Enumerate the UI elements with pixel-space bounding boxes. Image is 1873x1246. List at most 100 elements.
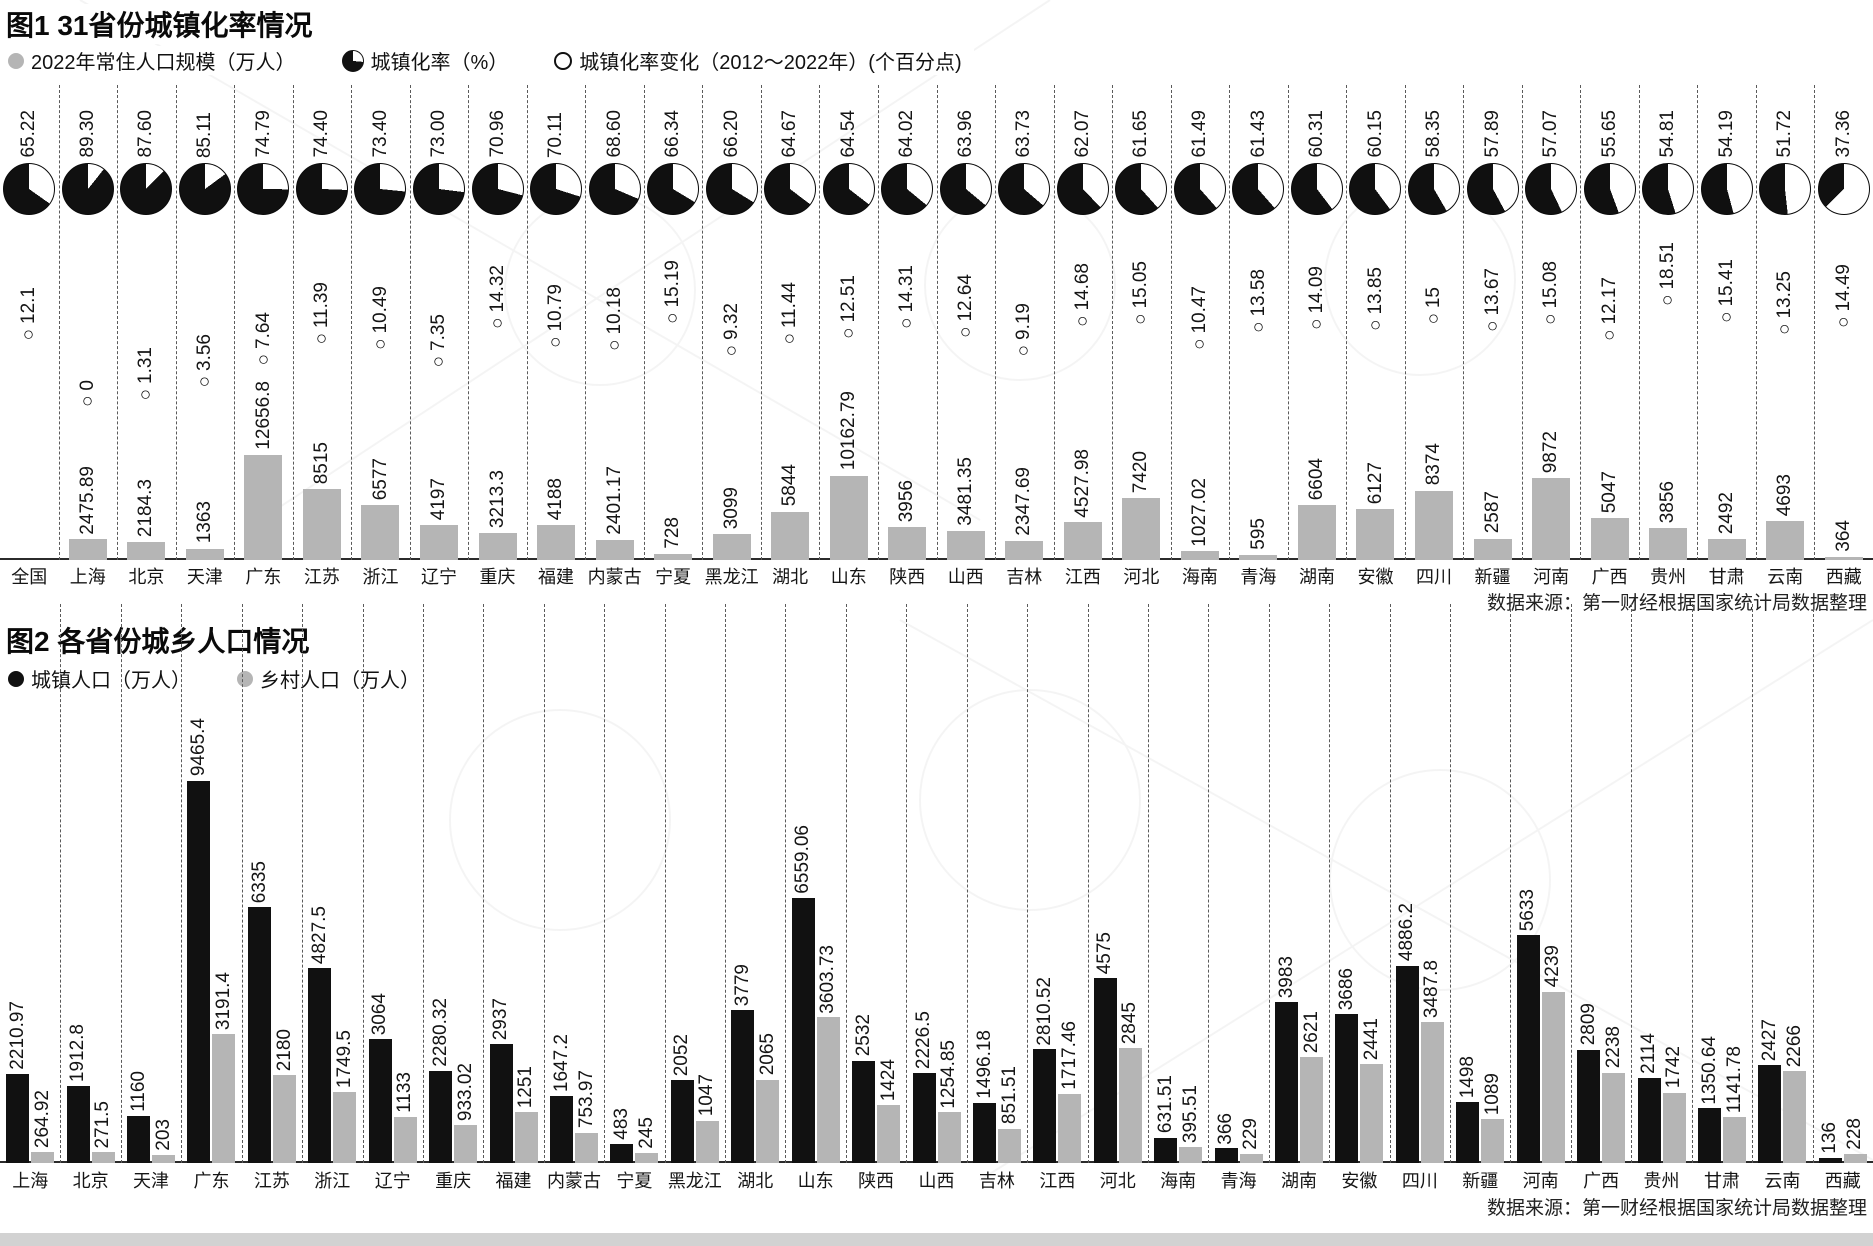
change-marker: ○11.39 (311, 282, 333, 350)
rate-label: 66.20 (720, 110, 742, 158)
rate-label: 74.79 (252, 110, 274, 158)
population-label: 6127 (1364, 461, 1386, 505)
column-separator (1580, 85, 1581, 560)
change-marker: ○15 (1423, 287, 1445, 330)
rural-bar (514, 1112, 538, 1163)
rate-label: 73.40 (369, 110, 391, 158)
province-label: 西藏 (1824, 1171, 1861, 1191)
province-label: 云南 (1767, 567, 1804, 587)
column-separator (1112, 85, 1113, 560)
province-label: 江苏 (303, 567, 340, 587)
column-separator (761, 85, 762, 560)
pie-chart (822, 163, 875, 215)
pie-chart (881, 163, 934, 215)
province-label: 福建 (495, 1171, 532, 1191)
urban-value-label: 631.51 (1154, 1075, 1176, 1134)
column-separator (785, 604, 786, 1163)
province-label: 新疆 (1474, 567, 1511, 587)
population-bar (1063, 522, 1102, 560)
urban-bar (1758, 1064, 1782, 1163)
pie-chart (354, 163, 407, 215)
column-separator (1390, 604, 1391, 1163)
province-label: 甘肃 (1708, 567, 1745, 587)
pie-chart (1173, 163, 1226, 215)
legend-label: 城镇化率变化（2012～2022年）(个百分点) (579, 52, 962, 74)
change-marker: ○15.08 (1540, 260, 1562, 330)
province-label: 内蒙古 (587, 567, 642, 587)
column-separator (1171, 85, 1172, 560)
urban-value-label: 1496.18 (973, 1029, 995, 1099)
pie-chart (178, 163, 231, 215)
pie-chart (1232, 163, 1285, 215)
urban-value-label: 5633 (1517, 889, 1539, 932)
province-label: 河北 (1099, 1171, 1136, 1191)
population-bar (537, 525, 576, 560)
column-separator (121, 604, 122, 1163)
pie-chart (1349, 163, 1402, 215)
province-label: 吉林 (1006, 567, 1043, 587)
change-marker: ○10.49 (369, 285, 391, 355)
population-bar (1356, 509, 1395, 560)
population-label: 595 (1247, 518, 1269, 551)
population-bar (419, 525, 458, 560)
change-marker: ○10.79 (545, 284, 567, 353)
rural-value-label: 753.97 (575, 1070, 597, 1129)
province-label: 四川 (1416, 567, 1453, 587)
province-label: 海南 (1181, 567, 1218, 587)
rural-value-label: 1047 (696, 1074, 718, 1117)
column-separator (351, 85, 352, 560)
change-marker: ○14.68 (1071, 262, 1093, 332)
column-separator (1229, 85, 1230, 560)
pie-chart (1700, 163, 1753, 215)
rural-value-label: 3487.8 (1421, 959, 1443, 1019)
population-label: 7420 (1130, 451, 1152, 494)
change-marker: ○14.09 (1306, 265, 1328, 335)
rate-label: 60.31 (1306, 110, 1328, 158)
rural-bar (393, 1117, 417, 1163)
rate-label: 57.89 (1481, 110, 1503, 158)
population-label: 2587 (1481, 491, 1503, 534)
rural-bar (31, 1152, 55, 1163)
population-label: 1027.02 (1189, 477, 1211, 547)
urban-value-label: 1498 (1456, 1056, 1478, 1099)
chart1-source: 数据来源：第一财经根据国家统计局数据整理 (1476, 588, 1867, 615)
rural-bar (91, 1152, 115, 1163)
urban-value-label: 9465.4 (188, 718, 210, 777)
rural-value-label: 933.02 (454, 1063, 476, 1122)
rate-label: 61.49 (1189, 110, 1211, 158)
pie-chart (120, 163, 173, 215)
rural-bar (1481, 1119, 1505, 1163)
column-separator (665, 604, 666, 1163)
rural-bar (1662, 1092, 1686, 1163)
rural-value-label: 2845 (1119, 1001, 1141, 1045)
rural-value-label: 1717.46 (1058, 1020, 1080, 1090)
rate-label: 73.00 (428, 110, 450, 158)
urban-bar (1275, 1002, 1299, 1163)
population-label: 728 (662, 517, 684, 549)
pie-chart (237, 163, 290, 215)
column-separator (725, 604, 726, 1163)
population-label: 12656.8 (252, 381, 274, 450)
population-label: 364 (1832, 520, 1854, 552)
pie-chart (61, 163, 114, 215)
chart2-baseline (0, 1161, 1873, 1163)
population-bar (478, 533, 517, 560)
population-bar (1122, 498, 1161, 560)
population-label: 2184.3 (135, 478, 157, 537)
population-bar (1590, 518, 1629, 560)
column-separator (1510, 604, 1511, 1163)
population-bar (595, 540, 634, 560)
urban-value-label: 483 (611, 1107, 633, 1140)
pie-chart (1642, 163, 1695, 215)
province-label: 福建 (538, 567, 575, 587)
province-label: 山西 (947, 567, 984, 587)
rural-bar (1360, 1064, 1384, 1163)
pie-chart (1290, 163, 1343, 215)
column-separator (644, 85, 645, 560)
province-label: 江西 (1064, 567, 1101, 587)
population-label: 4693 (1774, 473, 1796, 517)
rural-bar (937, 1112, 961, 1163)
urban-bar (1577, 1049, 1601, 1163)
rural-value-label: 2266 (1783, 1025, 1805, 1068)
